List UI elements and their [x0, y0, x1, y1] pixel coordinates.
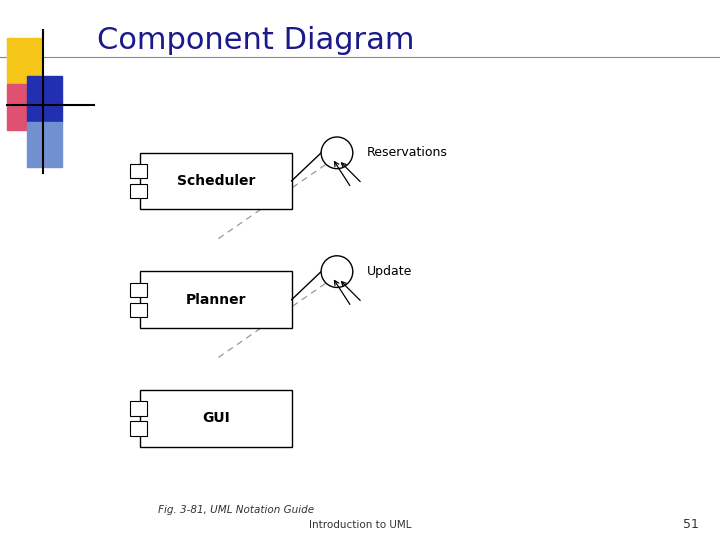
Bar	[130, 184, 148, 198]
Text: 51: 51	[683, 518, 698, 531]
Bar	[7, 38, 42, 84]
Text: Introduction to UML: Introduction to UML	[309, 520, 411, 530]
Text: Fig. 3-81, UML Notation Guide: Fig. 3-81, UML Notation Guide	[158, 505, 315, 515]
Ellipse shape	[321, 137, 353, 168]
Text: Component Diagram: Component Diagram	[97, 26, 415, 55]
Text: Update: Update	[367, 265, 413, 278]
Bar	[130, 402, 148, 416]
Bar	[130, 421, 148, 435]
Text: Reservations: Reservations	[367, 146, 448, 159]
Bar	[140, 390, 292, 447]
Text: GUI: GUI	[202, 411, 230, 426]
Bar	[130, 164, 148, 178]
Bar	[130, 302, 148, 316]
Bar	[140, 271, 292, 328]
Bar	[130, 283, 148, 297]
Bar	[140, 152, 292, 209]
Text: Scheduler: Scheduler	[177, 174, 255, 188]
Bar	[27, 122, 62, 167]
Ellipse shape	[321, 256, 353, 287]
Bar	[7, 84, 42, 130]
Bar	[27, 76, 62, 122]
Text: Planner: Planner	[186, 293, 246, 307]
